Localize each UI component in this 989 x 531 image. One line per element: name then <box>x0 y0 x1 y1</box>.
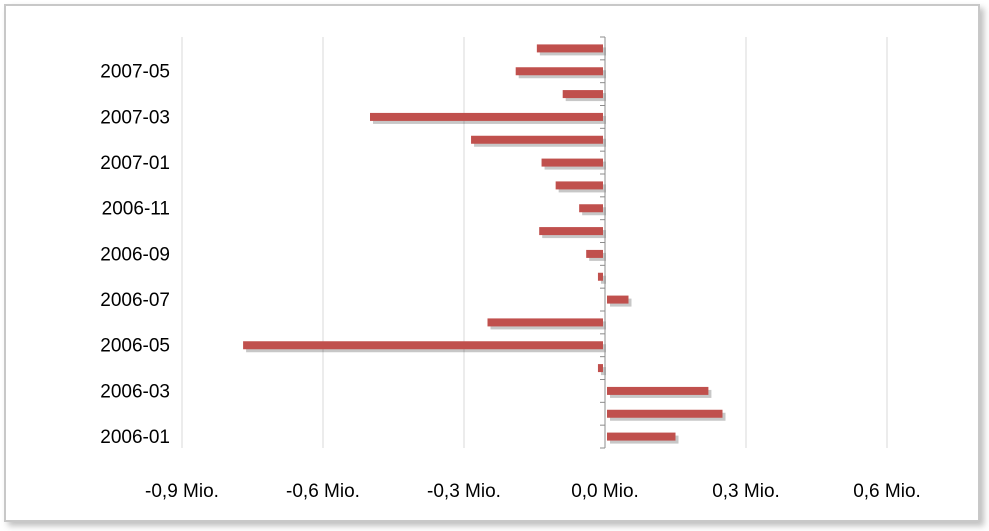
bar-2007-01 <box>541 158 603 167</box>
y-axis <box>600 36 606 449</box>
x-tick-labels: -0,9 Mio. -0,6 Mio. -0,3 Mio. 0,0 Mio. 0,3 M… <box>145 481 921 502</box>
chart-frame <box>4 4 980 522</box>
bar-2006-02 <box>607 409 723 418</box>
bar-2006-12 <box>555 181 603 190</box>
bar-2006-04 <box>597 364 603 373</box>
bar-shadow <box>600 367 606 376</box>
bar-2007-04 <box>562 90 603 99</box>
bar-2006-09 <box>586 249 603 258</box>
y-tick-label: 2006-11 <box>102 199 170 220</box>
bar-2006-01 <box>607 432 676 441</box>
x-tick-label: -0,3 Mio. <box>427 481 501 502</box>
bar-2007-05 <box>515 67 603 76</box>
y-tick-label: 2006-05 <box>100 336 170 357</box>
x-tick-label: 0,0 Mio. <box>571 481 639 502</box>
bar-2006-10 <box>539 227 603 236</box>
bar-2006-08 <box>597 272 603 281</box>
bar-2006-07 <box>607 295 629 304</box>
x-tick-label: -0,9 Mio. <box>145 481 219 502</box>
y-tick-label: 2006-01 <box>100 427 170 448</box>
y-tick-label: 2006-03 <box>100 381 170 402</box>
bar-shadow <box>600 275 606 284</box>
bar-2006-03 <box>607 386 709 395</box>
y-tick-label: 2007-03 <box>100 107 170 128</box>
y-tick-label: 2007-01 <box>100 153 170 174</box>
x-tick-label: -0,6 Mio. <box>286 481 360 502</box>
gridlines <box>181 37 888 448</box>
bar-2007-06 <box>536 44 603 53</box>
y-tick-label: 2006-07 <box>100 290 170 311</box>
bar-2007-03 <box>370 112 603 121</box>
bar-2006-11 <box>579 204 603 213</box>
bar-2006-06 <box>487 318 603 327</box>
x-tick-label: 0,3 Mio. <box>712 481 780 502</box>
bar-2006-05 <box>243 341 603 350</box>
x-tick-label: 0,6 Mio. <box>853 481 921 502</box>
y-tick-label: 2006-09 <box>100 244 170 265</box>
y-tick-label: 2007-05 <box>100 62 170 83</box>
y-tick-labels: 2006-01 2006-03 2006-05 2006-07 2006-09 2006-… <box>100 62 170 448</box>
bar-2007-02 <box>471 135 603 144</box>
bars <box>243 44 726 444</box>
